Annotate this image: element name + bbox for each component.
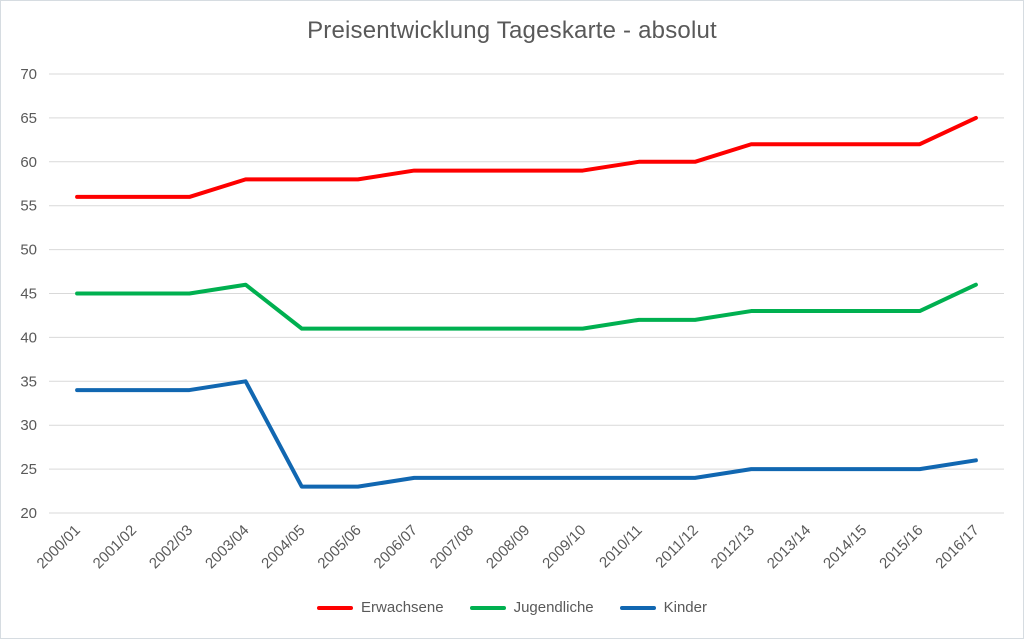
series-line-kinder — [75, 379, 978, 489]
series-line-erwachsene — [75, 115, 978, 199]
legend-swatch-icon — [619, 605, 656, 610]
legend-label: Kinder — [663, 599, 707, 616]
y-axis-tick-label: 55 — [20, 198, 37, 215]
x-axis-tick-label: 2007/08 — [427, 522, 477, 572]
y-axis-tick-label: 20 — [20, 505, 37, 522]
x-axis-tick-label: 2005/06 — [314, 522, 364, 572]
series-line-jugendliche — [75, 282, 978, 331]
y-axis-tick-label: 70 — [20, 66, 37, 83]
x-axis-tick-label: 2006/07 — [371, 522, 421, 572]
y-axis-tick-label: 35 — [20, 373, 37, 390]
x-axis-tick-label: 2002/03 — [146, 522, 196, 572]
x-axis-tick-label: 2011/12 — [652, 522, 702, 572]
legend-swatch-icon — [469, 605, 506, 610]
x-axis-tick-label: 2009/10 — [539, 522, 589, 572]
legend-item-erwachsene: Erwachsene — [317, 599, 444, 616]
x-axis-tick-label: 2000/01 — [34, 522, 84, 572]
y-axis-tick-label: 45 — [20, 286, 37, 303]
x-axis-tick-label: 2008/09 — [483, 522, 533, 572]
y-axis-tick-label: 40 — [20, 329, 37, 346]
x-axis-tick-label: 2001/02 — [90, 522, 140, 572]
x-axis-tick-label: 2016/17 — [932, 522, 982, 572]
y-axis-tick-label: 30 — [20, 417, 37, 434]
legend-swatch-icon — [317, 605, 354, 610]
x-axis-tick-label: 2003/04 — [202, 522, 252, 572]
x-axis-tick-label: 2014/15 — [820, 522, 870, 572]
chart-legend: Erwachsene Jugendliche Kinder — [1, 599, 1023, 616]
x-axis-tick-label: 2010/11 — [596, 522, 646, 572]
x-axis-tick-label: 2004/05 — [258, 522, 308, 572]
y-axis-tick-label: 50 — [20, 242, 37, 259]
x-axis-tick-label: 2015/16 — [876, 522, 926, 572]
y-axis-tick-label: 60 — [20, 154, 37, 171]
legend-item-jugendliche: Jugendliche — [469, 599, 594, 616]
y-axis-tick-label: 25 — [20, 461, 37, 478]
x-axis-tick-label: 2012/13 — [708, 522, 758, 572]
y-axis-tick-label: 65 — [20, 110, 37, 127]
legend-item-kinder: Kinder — [619, 599, 707, 616]
legend-label: Erwachsene — [361, 599, 444, 616]
legend-label: Jugendliche — [513, 599, 594, 616]
chart-title: Preisentwicklung Tageskarte - absolut — [307, 17, 717, 44]
x-axis-tick-label: 2013/14 — [764, 522, 814, 572]
